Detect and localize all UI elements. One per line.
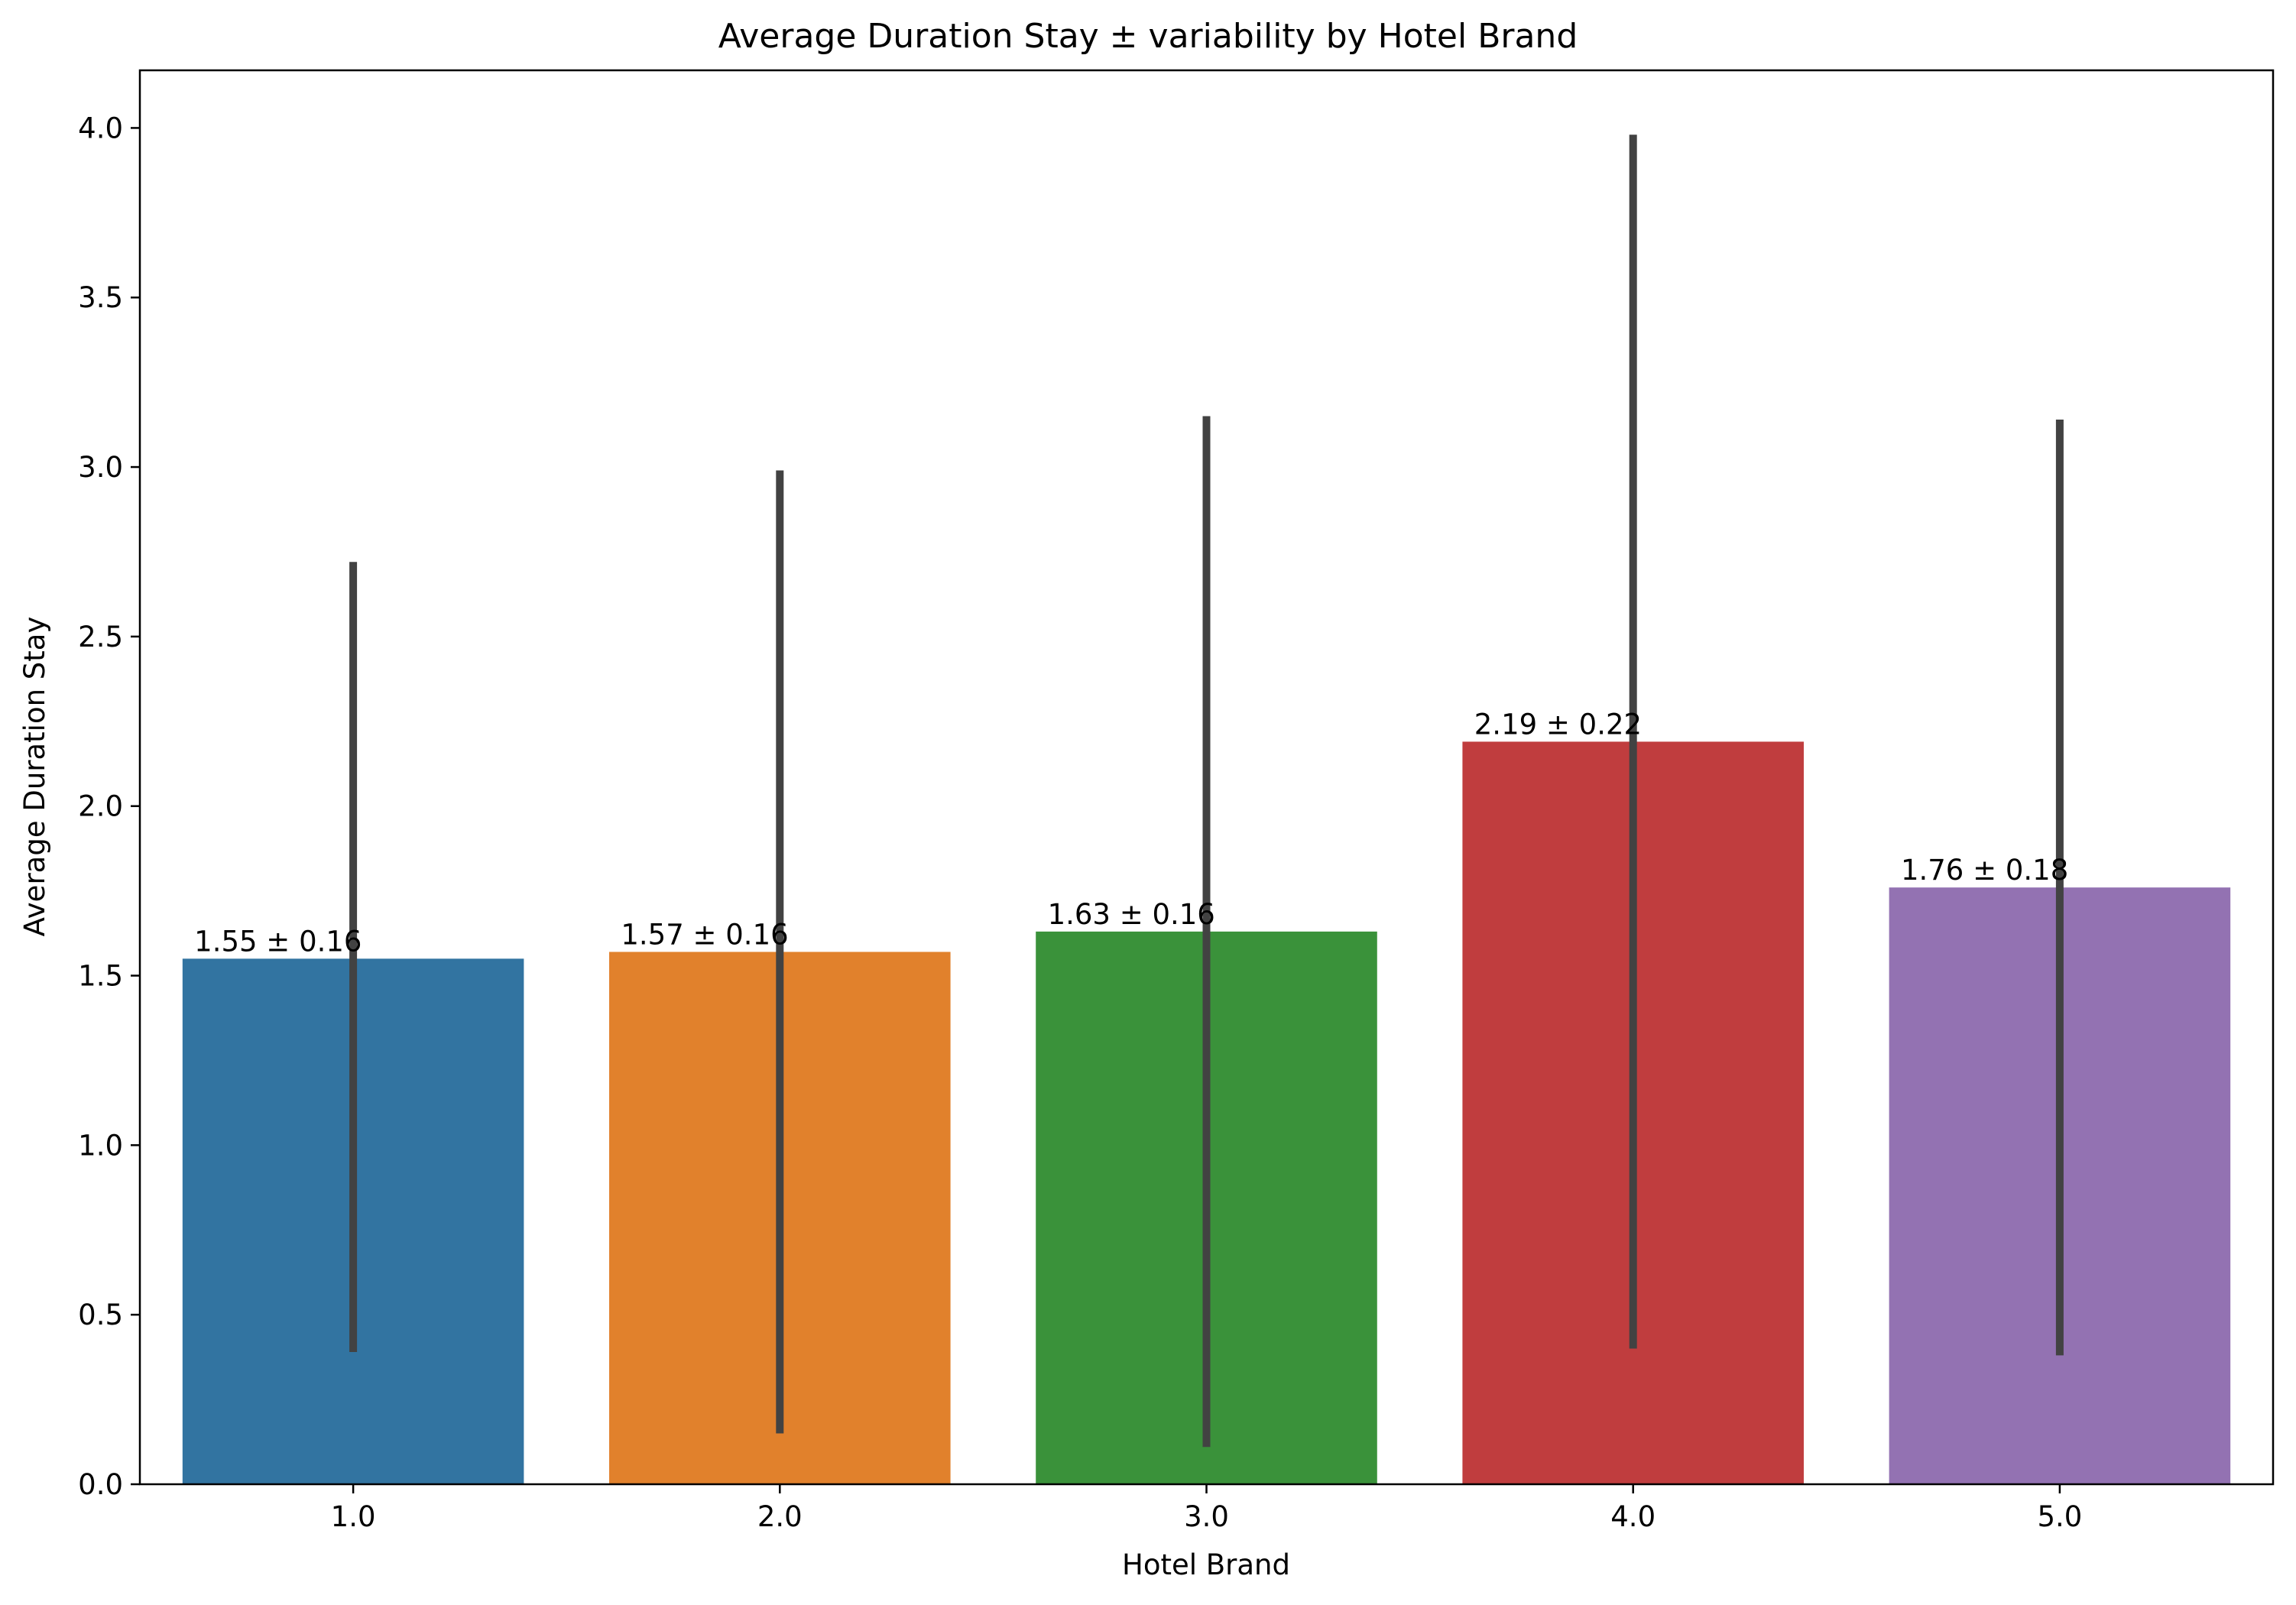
x-tick-label-2: 2.0: [757, 1500, 803, 1533]
error-bars-layer: [349, 135, 2064, 1448]
x-tick-label-3: 3.0: [1184, 1500, 1229, 1533]
data-label-1: 1.55 ± 0.16: [194, 925, 362, 958]
x-tick-label-5: 5.0: [2037, 1500, 2082, 1533]
data-label-3: 1.63 ± 0.16: [1048, 898, 1215, 931]
y-axis-label: Average Duration Stay: [18, 617, 51, 937]
x-axis-label: Hotel Brand: [1122, 1548, 1290, 1581]
y-tick-label-1: 0.0: [78, 1468, 123, 1501]
data-label-5: 1.76 ± 0.18: [1901, 854, 2068, 887]
y-tick-label-6: 2.5: [78, 621, 123, 653]
y-tick-label-2: 0.5: [78, 1299, 123, 1331]
y-tick-label-8: 3.5: [78, 281, 123, 314]
y-tick-label-3: 1.0: [78, 1129, 123, 1162]
data-label-2: 1.57 ± 0.16: [621, 918, 788, 951]
y-tick-label-9: 4.0: [78, 112, 123, 144]
data-labels-layer: 1.55 ± 0.16 1.57 ± 0.16 1.63 ± 0.16 2.19 ± …: [194, 708, 2068, 958]
plot-frame: [138, 69, 2275, 1486]
y-tick-label-7: 3.0: [78, 451, 123, 484]
y-tick-label-5: 2.0: [78, 790, 123, 823]
chart-title: Average Duration Stay ± variability by H…: [718, 17, 1578, 56]
y-tick-label-4: 1.5: [78, 960, 123, 993]
x-tick-label-1: 1.0: [331, 1500, 376, 1533]
x-tick-label-4: 4.0: [1610, 1500, 1656, 1533]
ticks-layer: 1.0 2.0 3.0 4.0 5.0 0.0 0.5 1.0 1.5 2.0 2.5 3.0 3.5 4…: [78, 112, 2082, 1533]
data-label-4: 2.19 ± 0.22: [1474, 708, 1642, 741]
